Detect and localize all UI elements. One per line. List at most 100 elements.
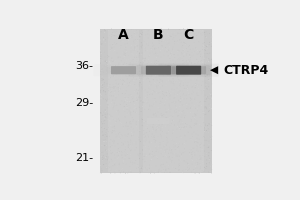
- Point: [155, 70, 160, 74]
- Point: [169, 122, 173, 125]
- Point: [150, 93, 155, 96]
- Point: [178, 82, 183, 85]
- Point: [161, 39, 166, 42]
- Point: [100, 97, 105, 101]
- Point: [148, 149, 153, 152]
- Point: [166, 56, 170, 60]
- Point: [175, 32, 180, 36]
- Point: [206, 131, 211, 134]
- Point: [154, 59, 159, 62]
- Point: [207, 51, 212, 55]
- Point: [106, 146, 111, 149]
- Point: [168, 98, 172, 101]
- Point: [206, 140, 211, 143]
- Point: [202, 162, 207, 166]
- Point: [200, 55, 205, 58]
- Point: [100, 84, 105, 87]
- Point: [206, 126, 211, 129]
- Point: [202, 111, 207, 115]
- Point: [196, 31, 201, 34]
- Point: [116, 77, 121, 81]
- Point: [171, 82, 176, 85]
- Point: [121, 33, 126, 36]
- Point: [144, 117, 148, 120]
- Point: [100, 61, 104, 65]
- Point: [118, 29, 123, 33]
- Point: [152, 59, 157, 63]
- Point: [132, 83, 137, 86]
- Point: [101, 142, 106, 145]
- Point: [208, 68, 213, 71]
- Point: [196, 31, 201, 34]
- Point: [204, 113, 208, 116]
- Point: [132, 141, 137, 144]
- Point: [125, 76, 130, 79]
- Point: [133, 69, 138, 72]
- Point: [198, 55, 203, 58]
- Point: [101, 163, 106, 166]
- Point: [182, 147, 187, 150]
- Point: [205, 87, 210, 91]
- Point: [208, 164, 213, 168]
- Point: [176, 32, 180, 35]
- Point: [120, 125, 124, 128]
- Point: [180, 124, 184, 127]
- Point: [108, 169, 113, 172]
- Point: [124, 62, 129, 65]
- Point: [98, 91, 103, 95]
- Point: [100, 158, 105, 161]
- Point: [200, 110, 205, 113]
- Point: [173, 94, 178, 98]
- Point: [195, 157, 200, 161]
- Point: [209, 58, 214, 61]
- Point: [205, 48, 209, 51]
- Point: [184, 107, 189, 110]
- Point: [175, 45, 180, 48]
- Point: [185, 169, 190, 172]
- Point: [126, 112, 130, 115]
- Point: [110, 116, 114, 120]
- Point: [153, 140, 158, 144]
- Point: [191, 148, 196, 152]
- Point: [167, 45, 172, 49]
- Point: [111, 34, 116, 37]
- Point: [101, 90, 106, 93]
- Point: [205, 32, 210, 36]
- Point: [128, 120, 133, 123]
- Point: [184, 94, 189, 97]
- Point: [207, 162, 212, 165]
- Point: [135, 98, 140, 101]
- Point: [106, 145, 111, 149]
- Point: [122, 51, 127, 55]
- Point: [157, 171, 162, 174]
- Point: [164, 94, 169, 97]
- Point: [137, 170, 142, 173]
- Point: [164, 170, 169, 174]
- Point: [122, 87, 127, 90]
- Point: [109, 101, 114, 104]
- Point: [201, 135, 206, 138]
- Point: [153, 51, 158, 54]
- Point: [164, 110, 169, 113]
- Point: [113, 79, 118, 82]
- Point: [147, 167, 152, 170]
- Point: [162, 166, 167, 169]
- Point: [151, 44, 156, 47]
- Point: [154, 54, 158, 57]
- Point: [158, 44, 163, 47]
- Point: [144, 154, 149, 157]
- Point: [158, 87, 163, 90]
- Point: [139, 167, 143, 170]
- Point: [138, 130, 142, 133]
- Point: [178, 35, 183, 39]
- Point: [209, 96, 214, 100]
- Point: [199, 108, 204, 111]
- Point: [150, 45, 155, 48]
- Point: [196, 60, 201, 63]
- Point: [142, 121, 146, 125]
- Point: [127, 146, 132, 149]
- Point: [204, 60, 209, 63]
- Point: [172, 74, 177, 77]
- Point: [185, 154, 190, 157]
- Point: [201, 58, 206, 61]
